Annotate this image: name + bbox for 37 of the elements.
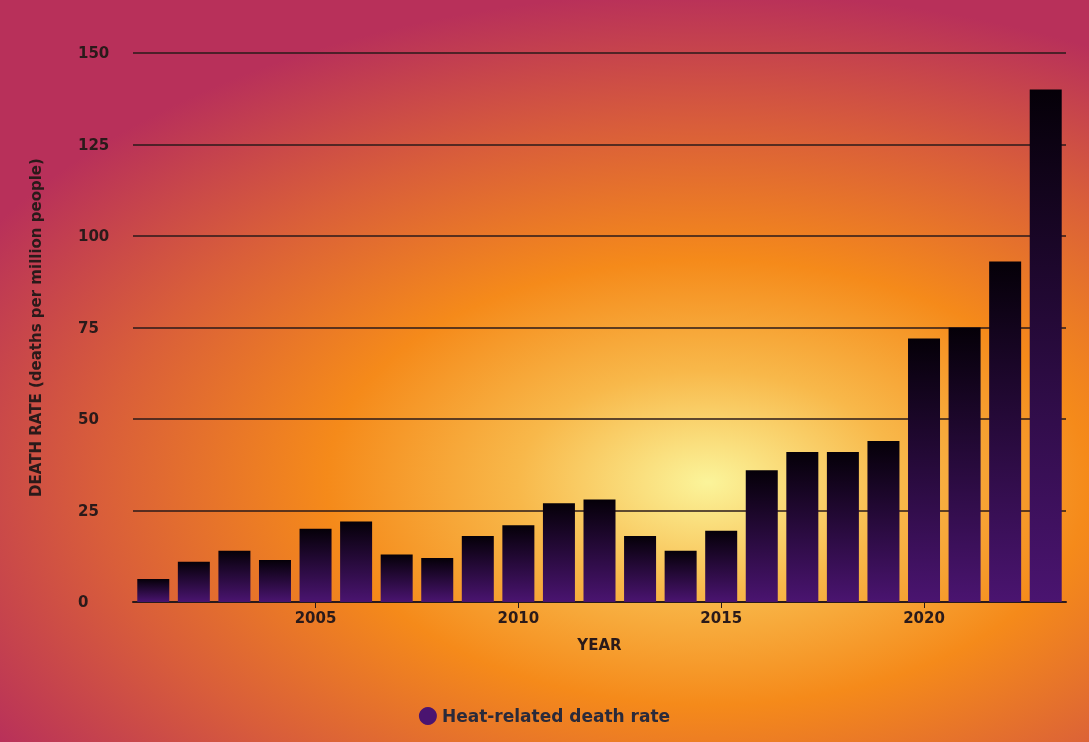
bar: [826, 451, 859, 602]
bar: [705, 530, 738, 602]
y-tick-label: 150: [78, 44, 110, 62]
bar: [137, 578, 170, 602]
x-tick-label: 2005: [294, 608, 337, 627]
y-tick-label: 125: [78, 135, 110, 154]
bar: [218, 550, 251, 602]
x-tick-label: 2020: [903, 608, 945, 627]
bar: [989, 261, 1022, 602]
y-tick-label: 0: [78, 593, 89, 611]
bar: [340, 521, 373, 602]
x-tick-label: 2010: [497, 608, 540, 627]
bar: [1029, 89, 1062, 602]
y-tick-label: 25: [78, 501, 99, 520]
bar: [177, 561, 210, 602]
bar: [908, 338, 941, 602]
bar: [380, 554, 413, 602]
bar: [421, 558, 454, 602]
y-tick-label: 50: [78, 410, 99, 428]
bar: [867, 440, 900, 602]
bar: [583, 499, 616, 602]
bar: [664, 550, 697, 602]
bar: [502, 525, 535, 602]
bar: [299, 528, 332, 602]
bar: [948, 327, 981, 602]
y-axis-title: DEATH RATE (deaths per million people): [26, 158, 45, 497]
x-tick-label: 2015: [700, 608, 743, 627]
bar: [624, 536, 657, 602]
y-tick-label: 100: [78, 227, 110, 245]
bar: [258, 559, 291, 602]
bar: [745, 470, 778, 602]
legend-label: Heat-related death rate: [441, 706, 671, 726]
x-axis-title: YEAR: [576, 635, 623, 654]
bar: [461, 536, 494, 602]
bar: [786, 451, 819, 602]
y-tick-label: 75: [78, 318, 99, 337]
bar: [542, 503, 575, 602]
